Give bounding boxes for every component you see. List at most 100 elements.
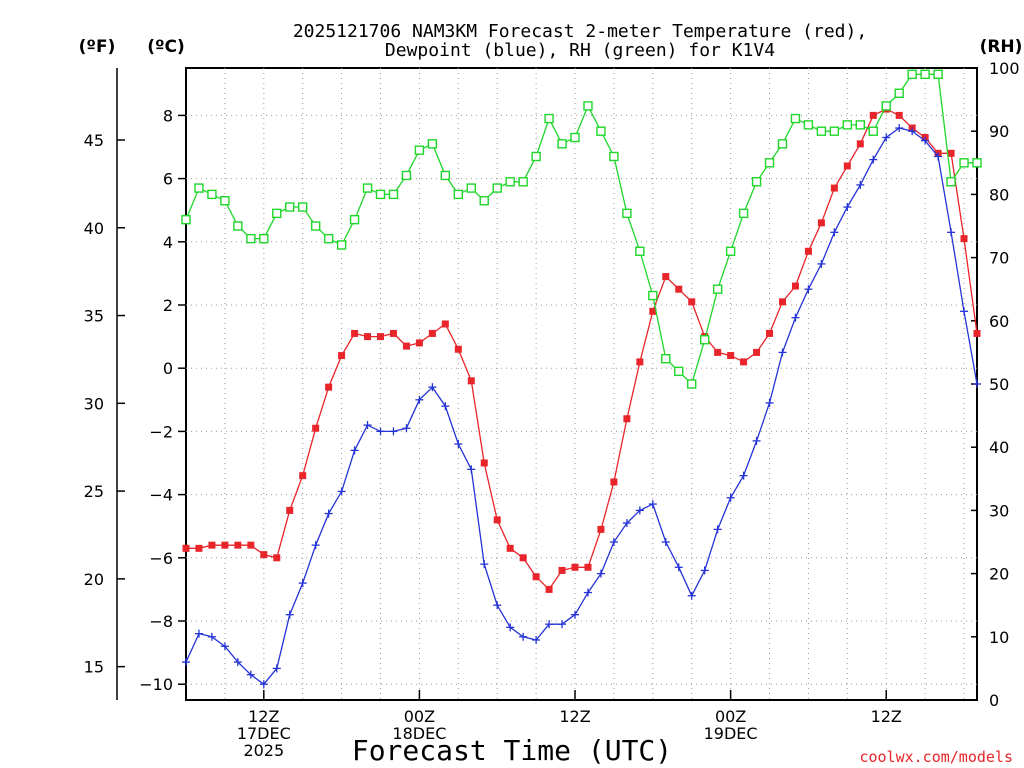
data-point bbox=[726, 493, 735, 502]
data-point bbox=[882, 133, 891, 142]
data-point bbox=[338, 352, 346, 360]
source-credit: coolwx.com/models bbox=[859, 748, 1013, 766]
celsius-axis-label: (ºC) bbox=[147, 37, 185, 57]
data-point bbox=[207, 189, 217, 200]
series-line bbox=[185, 127, 978, 686]
data-point bbox=[816, 126, 827, 136]
data-point bbox=[960, 307, 969, 316]
series-rh bbox=[181, 69, 982, 389]
rh-ticks: 0 10 20 30 40 50 60 70 80 90 100 bbox=[971, 59, 1020, 710]
data-point bbox=[389, 329, 397, 337]
data-point bbox=[428, 329, 436, 337]
data-point bbox=[362, 183, 373, 193]
data-point bbox=[389, 427, 398, 436]
data-point bbox=[596, 126, 606, 136]
data-point bbox=[947, 228, 956, 237]
data-point bbox=[557, 139, 567, 149]
data-point bbox=[766, 329, 774, 337]
data-point bbox=[714, 348, 722, 356]
data-point bbox=[480, 560, 489, 569]
rh-tick-label: 70 bbox=[989, 249, 1009, 268]
fahrenheit-tick-label: 40 bbox=[84, 219, 104, 238]
data-point bbox=[441, 320, 449, 328]
data-point bbox=[415, 339, 423, 347]
data-point bbox=[738, 208, 749, 219]
data-point bbox=[428, 383, 437, 392]
time-tick-label: 00Z bbox=[715, 707, 746, 726]
data-point bbox=[675, 285, 683, 293]
data-point bbox=[506, 544, 514, 552]
data-point bbox=[402, 342, 410, 350]
data-point bbox=[674, 366, 684, 377]
data-point bbox=[855, 120, 865, 130]
data-point bbox=[895, 124, 904, 133]
data-point bbox=[934, 152, 943, 161]
data-point bbox=[635, 506, 644, 515]
data-point bbox=[195, 544, 203, 552]
data-point bbox=[856, 180, 865, 189]
data-point bbox=[739, 471, 748, 480]
rh-axis-label: (RH) bbox=[980, 37, 1023, 57]
rh-tick-label: 0 bbox=[989, 691, 999, 710]
data-point bbox=[388, 189, 399, 200]
data-point bbox=[466, 183, 476, 193]
data-point bbox=[220, 642, 229, 651]
data-point bbox=[972, 158, 982, 168]
data-point bbox=[700, 566, 709, 575]
data-point bbox=[753, 348, 761, 356]
data-point bbox=[959, 158, 969, 168]
chart-title-line2: Dewpoint (blue), RH (green) for K1V4 bbox=[385, 40, 775, 61]
data-point bbox=[725, 246, 736, 256]
data-point bbox=[751, 177, 762, 187]
data-point bbox=[246, 670, 255, 679]
data-point bbox=[674, 563, 683, 572]
data-point bbox=[480, 459, 488, 467]
data-point bbox=[453, 189, 464, 200]
data-point bbox=[337, 487, 346, 496]
data-point bbox=[272, 208, 282, 219]
data-point bbox=[272, 664, 281, 673]
data-point bbox=[259, 680, 268, 689]
data-point bbox=[727, 352, 735, 360]
data-point bbox=[622, 208, 632, 219]
data-point bbox=[350, 446, 359, 455]
celsius-tick-label: −6 bbox=[149, 549, 173, 568]
data-point bbox=[298, 202, 308, 212]
data-point bbox=[375, 189, 386, 200]
data-point bbox=[609, 151, 619, 162]
data-point bbox=[946, 177, 956, 187]
data-point bbox=[687, 591, 696, 600]
data-point bbox=[351, 329, 359, 337]
data-point bbox=[233, 221, 243, 231]
data-point bbox=[597, 525, 605, 533]
data-point bbox=[310, 221, 321, 231]
data-point bbox=[804, 247, 812, 255]
data-point bbox=[583, 101, 593, 111]
data-point bbox=[402, 424, 411, 433]
data-point bbox=[740, 358, 748, 366]
time-tick-label: 19DEC bbox=[704, 724, 758, 743]
data-point bbox=[247, 541, 255, 549]
data-point bbox=[777, 139, 788, 149]
data-point bbox=[454, 440, 463, 449]
data-point bbox=[441, 402, 450, 411]
data-point bbox=[493, 516, 501, 524]
data-point bbox=[415, 395, 424, 404]
data-point bbox=[817, 259, 826, 268]
data-point bbox=[518, 177, 528, 187]
data-point bbox=[661, 354, 671, 364]
data-point bbox=[336, 240, 347, 250]
rh-tick-label: 50 bbox=[989, 375, 1009, 394]
data-point bbox=[194, 629, 203, 638]
x-axis-title: Forecast Time (UTC) bbox=[352, 734, 672, 767]
celsius-tick-label: 4 bbox=[163, 233, 173, 252]
plot-area bbox=[185, 67, 978, 701]
data-point bbox=[364, 333, 372, 341]
data-point bbox=[414, 145, 425, 155]
data-point bbox=[558, 566, 566, 574]
data-point bbox=[299, 472, 307, 480]
data-point bbox=[596, 569, 605, 578]
data-point bbox=[842, 120, 853, 130]
data-point bbox=[454, 345, 462, 353]
data-point bbox=[856, 140, 864, 148]
